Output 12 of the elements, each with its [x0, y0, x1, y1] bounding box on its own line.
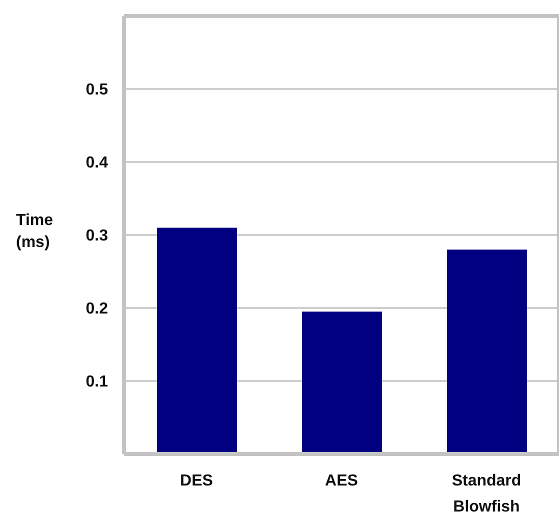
x-tick-label: AES — [325, 472, 358, 490]
bar — [157, 228, 237, 454]
bar — [447, 250, 527, 454]
x-tick-label: Standard Blowfish — [452, 472, 522, 514]
x-tick-label: DES — [180, 472, 214, 490]
y-tick-label: 0.2 — [86, 300, 108, 318]
y-tick-label: 0.1 — [86, 374, 108, 391]
y-tick-label: 0.5 — [86, 82, 108, 99]
y-axis-title: Time (ms) — [16, 212, 54, 251]
y-tick-label: 0.3 — [86, 228, 108, 245]
bar — [302, 312, 382, 454]
y-tick-label: 0.4 — [86, 154, 108, 172]
